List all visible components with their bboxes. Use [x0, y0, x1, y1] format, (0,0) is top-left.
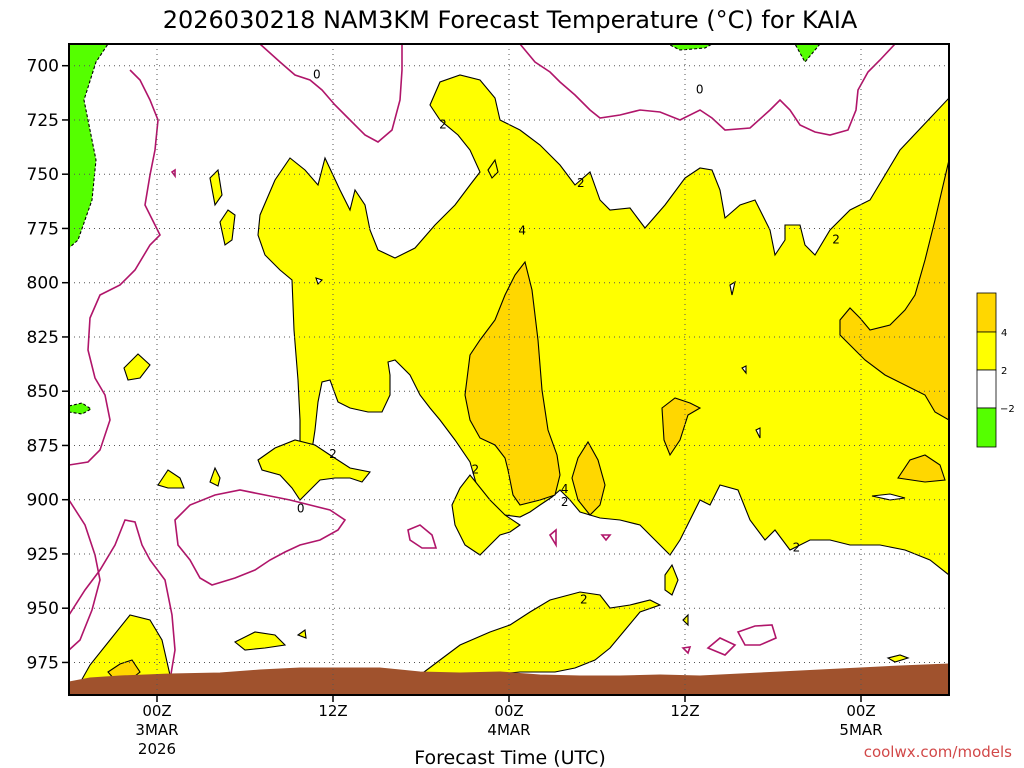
contour-label: 4: [518, 224, 526, 238]
legend-label-4: 4: [1001, 328, 1007, 339]
yellow-region: [664, 563, 679, 596]
white-pocket: [871, 493, 906, 501]
y-tick-label: 825: [27, 328, 59, 348]
yellow-region: [451, 474, 521, 556]
yellow-region: [487, 158, 499, 179]
y-tick-label: 975: [27, 653, 59, 673]
zero-isotherm: [736, 624, 777, 646]
contour-label: 2: [580, 593, 588, 607]
zero-isotherm: [681, 646, 692, 655]
contour-label: 2: [329, 447, 337, 461]
x-tick-date-label: 4MAR: [487, 721, 530, 739]
yellow-region: [209, 168, 223, 207]
x-tick-date-label: 3MAR: [135, 721, 178, 739]
y-tick-label: 700: [27, 57, 59, 77]
zero-isotherm: [519, 44, 896, 136]
x-tick-date-label: 5MAR: [839, 721, 882, 739]
yellow-region: [209, 466, 221, 487]
x-tick-label: 12Z: [670, 702, 699, 720]
contour-label: 2: [577, 176, 585, 190]
zero-isotherm: [706, 637, 737, 656]
legend-swatch-minus2-to-0: [976, 369, 997, 409]
y-tick-label: 800: [27, 274, 59, 294]
yellow-region: [401, 591, 662, 695]
orange-region: [839, 159, 949, 421]
green-region: [667, 44, 714, 51]
contour-label: 2: [471, 462, 479, 476]
contour-label: 2: [793, 540, 801, 554]
zero-isotherm: [407, 524, 438, 549]
x-axis-label: Forecast Time (UTC): [414, 747, 605, 768]
zero-isotherm: [170, 168, 176, 179]
x-tick-label: 00Z: [142, 702, 171, 720]
yellow-region: [257, 439, 371, 501]
grid-lines: [69, 44, 949, 695]
yellow-region: [296, 629, 307, 639]
legend-label-2: 2: [1001, 366, 1007, 377]
contour-label: 0: [696, 83, 704, 97]
orange-region: [571, 440, 606, 516]
yellow-region-main: [257, 74, 949, 576]
y-tick-label: 850: [27, 382, 59, 402]
legend-swatch-2-to-4: [976, 292, 997, 333]
zero-isotherm: [548, 528, 557, 548]
yellow-region: [886, 654, 910, 663]
contour-label: 0: [313, 67, 321, 81]
x-tick-year-label: 2026: [138, 740, 176, 758]
yellow-region: [157, 469, 185, 489]
green-region: [69, 402, 93, 415]
orange-region: [464, 260, 561, 506]
contour-label: 2: [832, 232, 840, 246]
x-tick-label: 00Z: [494, 702, 523, 720]
green-region: [69, 44, 109, 249]
yellow-region: [219, 209, 236, 246]
y-tick-label: 950: [27, 599, 59, 619]
color-legend: 4 2 −2: [976, 292, 1015, 448]
x-tick-label: 00Z: [846, 702, 875, 720]
yellow-region: [233, 631, 287, 651]
y-tick-label: 900: [27, 491, 59, 511]
zero-isotherm: [600, 534, 612, 542]
yellow-region: [123, 353, 151, 381]
zero-isotherm: [69, 519, 176, 681]
white-pocket: [741, 365, 747, 375]
y-tick-label: 750: [27, 165, 59, 185]
chart-title: 2026030218 NAM3KM Forecast Temperature (…: [163, 6, 858, 34]
green-region: [794, 44, 821, 63]
legend-swatch-0-to-2: [976, 331, 997, 371]
y-tick-label: 925: [27, 545, 59, 565]
contour-label: 2: [439, 117, 447, 131]
zero-isotherm: [69, 499, 101, 651]
orange-region: [897, 454, 946, 483]
white-pocket: [755, 427, 761, 439]
contour-label: 2: [561, 495, 569, 509]
y-axis-ticks: 700 725 750 775 800 825 850 875 900 925 950 975: [27, 57, 69, 673]
legend-label-minus-2: −2: [1000, 404, 1015, 415]
contour-label: 4: [561, 482, 569, 496]
zero-isotherm: [174, 489, 347, 586]
white-pocket: [729, 280, 736, 296]
y-tick-label: 725: [27, 111, 59, 131]
x-tick-label: 12Z: [318, 702, 347, 720]
y-tick-label: 775: [27, 219, 59, 239]
zero-isotherm: [259, 44, 403, 143]
credit-text: coolwx.com/models: [864, 743, 1012, 761]
contour-label: 0: [297, 501, 305, 515]
legend-swatch-below-minus2: [976, 407, 997, 448]
white-pocket: [315, 277, 324, 286]
orange-region: [661, 397, 702, 457]
plot-area: [69, 44, 949, 695]
y-tick-label: 875: [27, 436, 59, 456]
